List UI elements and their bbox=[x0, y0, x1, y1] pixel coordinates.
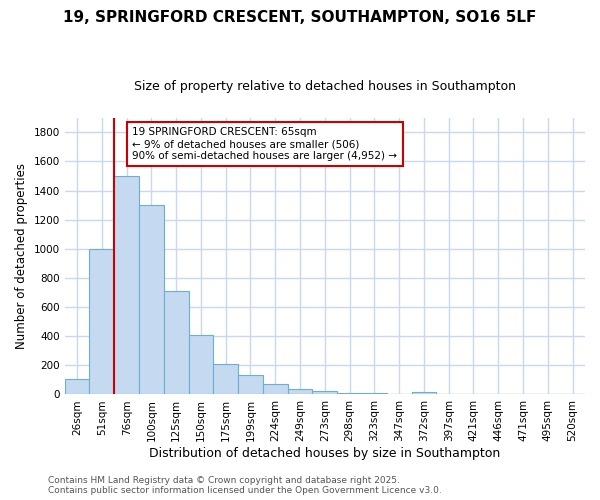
Y-axis label: Number of detached properties: Number of detached properties bbox=[15, 163, 28, 349]
Text: Contains HM Land Registry data © Crown copyright and database right 2025.
Contai: Contains HM Land Registry data © Crown c… bbox=[48, 476, 442, 495]
Title: Size of property relative to detached houses in Southampton: Size of property relative to detached ho… bbox=[134, 80, 516, 93]
Bar bbox=[263, 384, 287, 394]
Bar bbox=[188, 335, 214, 394]
Bar bbox=[89, 249, 114, 394]
Bar bbox=[214, 364, 238, 394]
Bar bbox=[164, 291, 188, 395]
Bar bbox=[114, 176, 139, 394]
Bar bbox=[337, 393, 362, 394]
Bar bbox=[65, 379, 89, 394]
X-axis label: Distribution of detached houses by size in Southampton: Distribution of detached houses by size … bbox=[149, 447, 500, 460]
Bar bbox=[313, 391, 337, 394]
Bar bbox=[139, 205, 164, 394]
Text: 19 SPRINGFORD CRESCENT: 65sqm
← 9% of detached houses are smaller (506)
90% of s: 19 SPRINGFORD CRESCENT: 65sqm ← 9% of de… bbox=[133, 128, 397, 160]
Text: 19, SPRINGFORD CRESCENT, SOUTHAMPTON, SO16 5LF: 19, SPRINGFORD CRESCENT, SOUTHAMPTON, SO… bbox=[64, 10, 536, 25]
Bar bbox=[238, 375, 263, 394]
Bar bbox=[412, 392, 436, 394]
Bar bbox=[287, 390, 313, 394]
Bar bbox=[362, 393, 387, 394]
